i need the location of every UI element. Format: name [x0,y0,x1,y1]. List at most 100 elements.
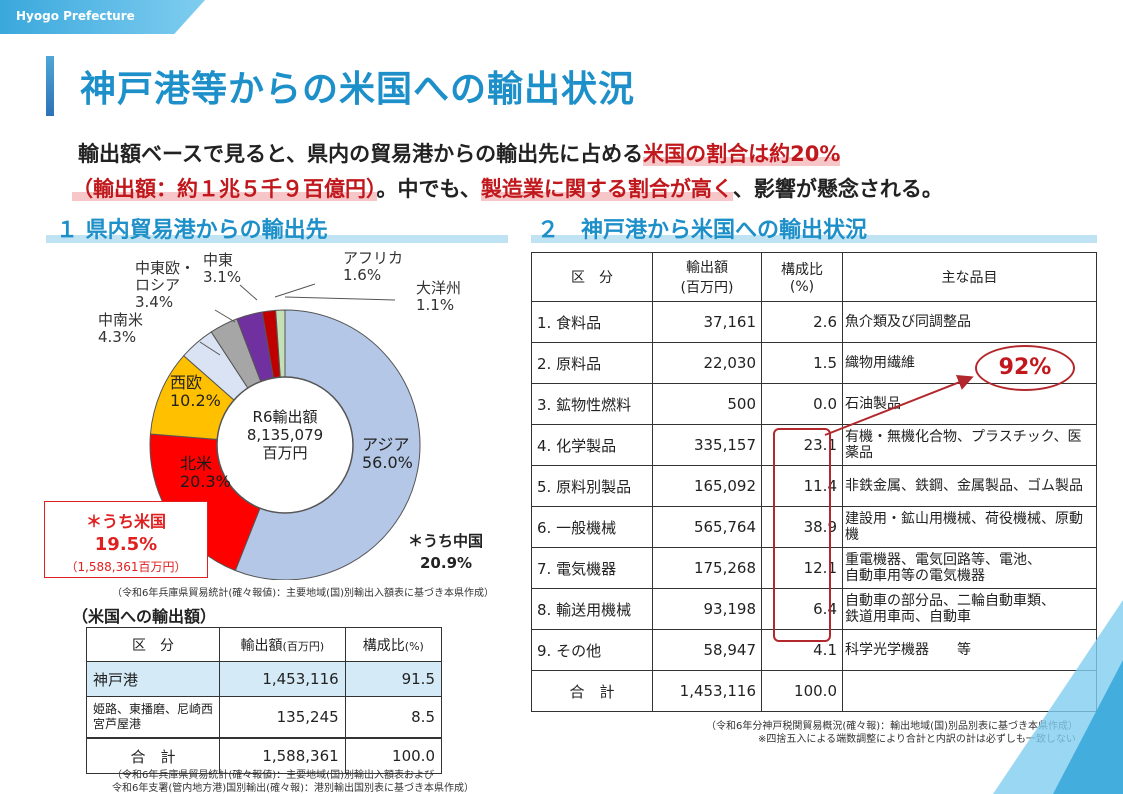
row-value: 93,198 [652,588,762,630]
row-items-line: 石油製品 [845,396,901,412]
leader-line-meast [239,284,258,301]
table-header-row: 区 分 輸出額(百万円) 構成比(%) [86,627,443,662]
pie-center-value: 8,135,079 [246,426,324,444]
row-name: 2. 原料品 [531,342,653,384]
organization-tag-label: Hyogo Prefecture [16,9,135,23]
col-header-kubun: 区 分 [531,252,653,302]
slice-label-africa: アフリカ 1.6% [343,250,403,284]
china-note-pct: 20.9% [420,554,473,572]
table-row: 4. 化学製品 335,157 23.1 有機・無機化合物、プラスチック、医薬品 [531,424,1097,466]
row-name: 1. 食料品 [531,301,653,343]
row-items-line: 建設用・鉱山用機械、荷役機械、原動機 [845,511,1083,543]
slice-name: アフリカ [343,249,404,267]
col-header-kubun: 区 分 [86,627,220,662]
leader-line-oceania [284,296,396,301]
row-name: 神戸港 [86,661,220,697]
row-items: 有機・無機化合物、プラスチック、医薬品 [842,424,1097,466]
table-row: 5. 原料別製品 165,092 11.4 非鉄金属、鉄鋼、金属製品、ゴム製品 [531,465,1097,507]
intro-text: 、影響が懸念される。 [732,177,943,201]
row-value: 37,161 [652,301,762,343]
col-header-value-unit: (百万円) [282,639,325,653]
slice-pct: 3.1% [203,268,242,286]
slice-pct: 10.2% [170,391,221,410]
table2-source-note: （令和6年分神戸税関貿易概況(確々報)：輸出地域(国)別品別表に基づき本県作成） [706,721,1078,732]
pie-center-unit: 百万円 [262,444,308,462]
us-export-table-title: （米国への輸出額） [72,607,217,626]
export-pie-chart [149,283,421,580]
section1-title: １ 県内貿易港からの輸出先 [56,218,328,243]
col-header-items: 主な品目 [842,252,1097,302]
section2-underline [531,235,1097,243]
slice-pct: 56.0% [362,453,413,472]
row-ratio: 0.0 [761,383,843,425]
section2-title: ２ 神戸港から米国への輸出状況 [537,218,868,243]
row-name: 3. 鉱物性燃料 [531,383,653,425]
col-header-value-unit: (百万円) [680,280,734,296]
us-export-by-port-table: 区 分 輸出額(百万円) 構成比(%) 神戸港 1,453,116 91.5 姫… [86,627,443,774]
china-note-title: ＊うち中国 [408,532,484,550]
row-items-line: 有機・無機化合物、プラスチック、医薬品 [845,429,1082,461]
intro-line-2: （輸出額：約１兆５千９百億円）。中でも、製造業に関する割合が高く、影響が懸念され… [72,173,943,203]
row-items: 重電機器、電気回路等、電池、 自動車用等の電気機器 [842,547,1097,589]
col-header-value-label: 輸出額 [240,637,283,654]
table-row: 3. 鉱物性燃料 500 0.0 石油製品 [531,383,1097,425]
row-items-line: 重電機器、電気回路等、電池、 [845,552,1041,568]
table-total-row: 合 計 1,453,116 100.0 [531,670,1097,712]
row-items-line: 非鉄金属、鉄鋼、金属製品、ゴム製品 [845,478,1083,494]
row-items-line: 鉄道用車両、自動車 [845,609,971,625]
china-share-note: ＊うち中国 20.9% [408,530,483,574]
intro-highlight-amount: （輸出額：約１兆５千９百億円） [72,177,377,201]
manufacturing-highlight-box [773,428,831,642]
slice-name: 西欧 [170,373,203,392]
row-items-line: 科学光学機器 等 [845,642,971,658]
slice-name: アジア [362,435,410,454]
organization-tag: Hyogo Prefecture [0,0,205,34]
table-total-row: 合 計 1,588,361 100.0 [86,737,443,774]
row-items-line: 自動車の部分品、二輪自動車類、 [845,593,1055,609]
slice-name: 北米 [180,454,213,473]
col-header-value: 輸出額(百万円) [219,627,346,662]
row-value: 1,453,116 [219,661,346,697]
page-title: 神戸港等からの米国への輸出状況 [80,69,636,110]
row-items: 建設用・鉱山用機械、荷役機械、原動機 [842,506,1097,548]
leader-line-africa [274,283,316,298]
row-value: 1,588,361 [219,737,346,774]
row-name: 姫路、東播磨、尼崎西宮芦屋港 [86,696,220,739]
slice-label-samerica: 中南米 4.3% [98,312,143,346]
row-name: 8. 輸送用機械 [531,588,653,630]
intro-highlight-us-share: 米国の割合は約20% [643,142,841,166]
slice-pct: 1.1% [416,296,455,314]
highlight-arrow [824,374,974,436]
pie-source-note: （令和6年兵庫県貿易統計(確々報値)：主要地域(国)別輸出入額表に基づき本県作成… [112,588,494,599]
row-value: 175,268 [652,547,762,589]
slice-name: 中南米 [98,311,144,329]
intro-text: 。中でも、 [376,177,481,201]
row-items-line: 魚介類及び同調整品 [845,314,971,330]
slice-label-namerica: 北米 20.3% [180,455,231,491]
pie-center-title: R6輸出額 [252,408,318,426]
row-items: 非鉄金属、鉄鋼、金属製品、ゴム製品 [842,465,1097,507]
pie-center-hole [216,376,354,514]
row-items-line: 自動車用等の電気機器 [845,568,985,584]
leader-line-ceurope [214,309,236,323]
slice-label-asia: アジア 56.0% [362,436,413,472]
row-value: 22,030 [652,342,762,384]
us-callout-pct: 19.5% [94,534,158,555]
row-ratio: 2.6 [761,301,843,343]
intro-highlight-manufacturing: 製造業に関する割合が高く [480,177,733,201]
title-accent-bar [46,56,54,116]
slice-name: 中東 [203,251,234,269]
slice-pct: 1.6% [343,266,382,284]
row-value: 1,453,116 [652,670,762,712]
row-name: 6. 一般機械 [531,506,653,548]
kobe-us-export-table: 区 分 輸出額 (百万円) 構成比 (%) 主な品目 1. 食料品 37,161 2.6… [531,252,1097,712]
slice-name: 中東欧・ [135,259,196,277]
row-ratio: 100.0 [761,670,843,712]
row-name: 5. 原料別製品 [531,465,653,507]
table-row: 9. その他 58,947 4.1 科学光学機器 等 [531,629,1097,671]
row-name: 9. その他 [531,629,653,671]
us-callout-value: （1,588,361百万円） [65,560,187,574]
slice-label-oceania: 大洋州 1.1% [416,280,461,314]
slice-label-weurope: 西欧 10.2% [170,374,221,410]
row-value: 565,764 [652,506,762,548]
